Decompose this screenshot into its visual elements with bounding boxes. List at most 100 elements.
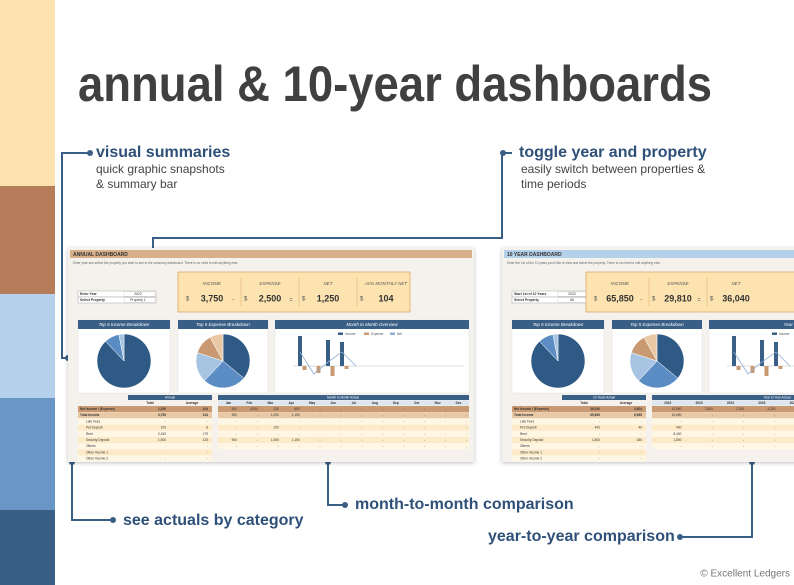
table-cell: Late Fees xyxy=(520,419,535,423)
table-cell: - xyxy=(340,432,341,436)
selector-label: Enter Year xyxy=(80,292,97,296)
table-cell: - xyxy=(680,444,681,448)
leader-dot xyxy=(500,150,506,156)
table-cell: - xyxy=(445,438,446,442)
table-cell: - xyxy=(712,432,713,436)
table-column: Jun xyxy=(330,401,336,405)
table-cell: - xyxy=(424,413,425,417)
table-cell: 4,250 xyxy=(768,407,776,411)
table-cell: 125 xyxy=(203,438,209,442)
pie-slice xyxy=(643,333,658,362)
table-row xyxy=(512,430,646,437)
chart-title: Year to Year Overview xyxy=(784,322,794,327)
leader-line xyxy=(327,462,345,506)
table-row xyxy=(652,406,794,412)
table-cell: - xyxy=(340,419,341,423)
leader-dot xyxy=(677,534,683,540)
table-column: Aug xyxy=(372,401,378,405)
table-cell: - xyxy=(466,426,467,430)
table-cell: - xyxy=(382,432,383,436)
overview-line xyxy=(299,351,357,375)
ten-year-dashboard: 10 YEAR DASHBOARD Enter the 1st of the 10… xyxy=(502,248,794,462)
legend-label: Expense xyxy=(371,332,384,336)
table-cell: - xyxy=(774,426,775,430)
table-cell: - xyxy=(424,419,425,423)
table-cell: 400 xyxy=(595,426,601,430)
selector-input[interactable] xyxy=(123,297,156,303)
table-row xyxy=(512,455,646,462)
table-cell: - xyxy=(361,413,362,417)
table-row xyxy=(652,418,794,425)
table-cell: - xyxy=(278,419,279,423)
table-cell: 1,500 xyxy=(158,438,166,442)
table-cell: 250 xyxy=(273,407,279,411)
table-cell: - xyxy=(774,438,775,442)
table-cell: 400 xyxy=(676,426,682,430)
table-column: Mar xyxy=(267,401,273,405)
overview-bar xyxy=(326,340,330,366)
callout-title: visual summaries xyxy=(96,144,230,161)
table-cell: 900 xyxy=(232,438,238,442)
kpi-value: 104 xyxy=(378,293,393,303)
table-column: May xyxy=(309,401,315,405)
selector-input[interactable] xyxy=(123,291,156,297)
kpi-currency: $ xyxy=(652,297,656,303)
table-cell: - xyxy=(320,426,321,430)
table-cell: - xyxy=(382,444,383,448)
table-column: Sep xyxy=(393,401,399,405)
kpi-operator: = xyxy=(289,298,293,304)
table-cell: - xyxy=(774,413,775,417)
table-cell: 1,800 xyxy=(592,438,600,442)
table-cell: - xyxy=(445,419,446,423)
table-column: Jan xyxy=(226,401,232,405)
table-header xyxy=(218,395,469,400)
callout-title: month-to-month comparison xyxy=(355,496,574,513)
table-cell: - xyxy=(382,407,383,411)
kpi-box xyxy=(177,271,411,313)
table-cell: - xyxy=(207,457,208,461)
table-cell: - xyxy=(257,413,258,417)
table-cell: - xyxy=(774,432,775,436)
table-cell: - xyxy=(599,444,600,448)
table-cell: - xyxy=(165,450,166,454)
table-cell: - xyxy=(403,438,404,442)
overview-bar xyxy=(340,342,344,366)
table-cell: Rent xyxy=(520,432,527,436)
table-cell: - xyxy=(340,407,341,411)
headline: annual & 10-year dashboards xyxy=(78,56,712,112)
table-row xyxy=(218,424,469,431)
table-cell: - xyxy=(361,407,362,411)
table-column: Feb xyxy=(247,401,253,405)
chart-title: Top 5 Expense Breakdown xyxy=(630,322,684,327)
color-band xyxy=(0,186,55,294)
selector-row xyxy=(77,296,157,304)
table-cell: 36,040 xyxy=(590,407,600,411)
table-column: Dec xyxy=(456,401,462,405)
title-bar xyxy=(70,250,472,258)
table-cell: - xyxy=(320,419,321,423)
chart-header xyxy=(612,320,702,329)
kpi-value: 2,500 xyxy=(259,293,282,303)
table-row xyxy=(218,406,469,412)
table-cell: Other Income 2 xyxy=(520,457,542,461)
kpi-value: 1,250 xyxy=(317,293,340,303)
overview-bar xyxy=(316,366,321,373)
table-cell: - xyxy=(641,457,642,461)
table-row xyxy=(218,430,469,437)
kpi-currency: $ xyxy=(302,297,306,303)
legend-label: Net xyxy=(397,332,402,336)
table-cell: - xyxy=(641,450,642,454)
table-cell: - xyxy=(712,419,713,423)
callout-title: toggle year and property xyxy=(519,144,707,161)
table-column: Jul xyxy=(352,401,357,405)
table-column: Nov xyxy=(435,401,441,405)
pie-slice xyxy=(118,333,125,362)
table-cell: 6,585 xyxy=(634,413,642,417)
table-cell: - xyxy=(299,444,300,448)
table-column: Apr xyxy=(288,401,294,405)
kpi-operator: - xyxy=(640,298,642,304)
table-cell: 2,800 xyxy=(705,407,713,411)
callout-title: year-to-year comparison xyxy=(488,528,675,545)
table-cell: - xyxy=(712,413,713,417)
overview-bar xyxy=(774,342,778,366)
